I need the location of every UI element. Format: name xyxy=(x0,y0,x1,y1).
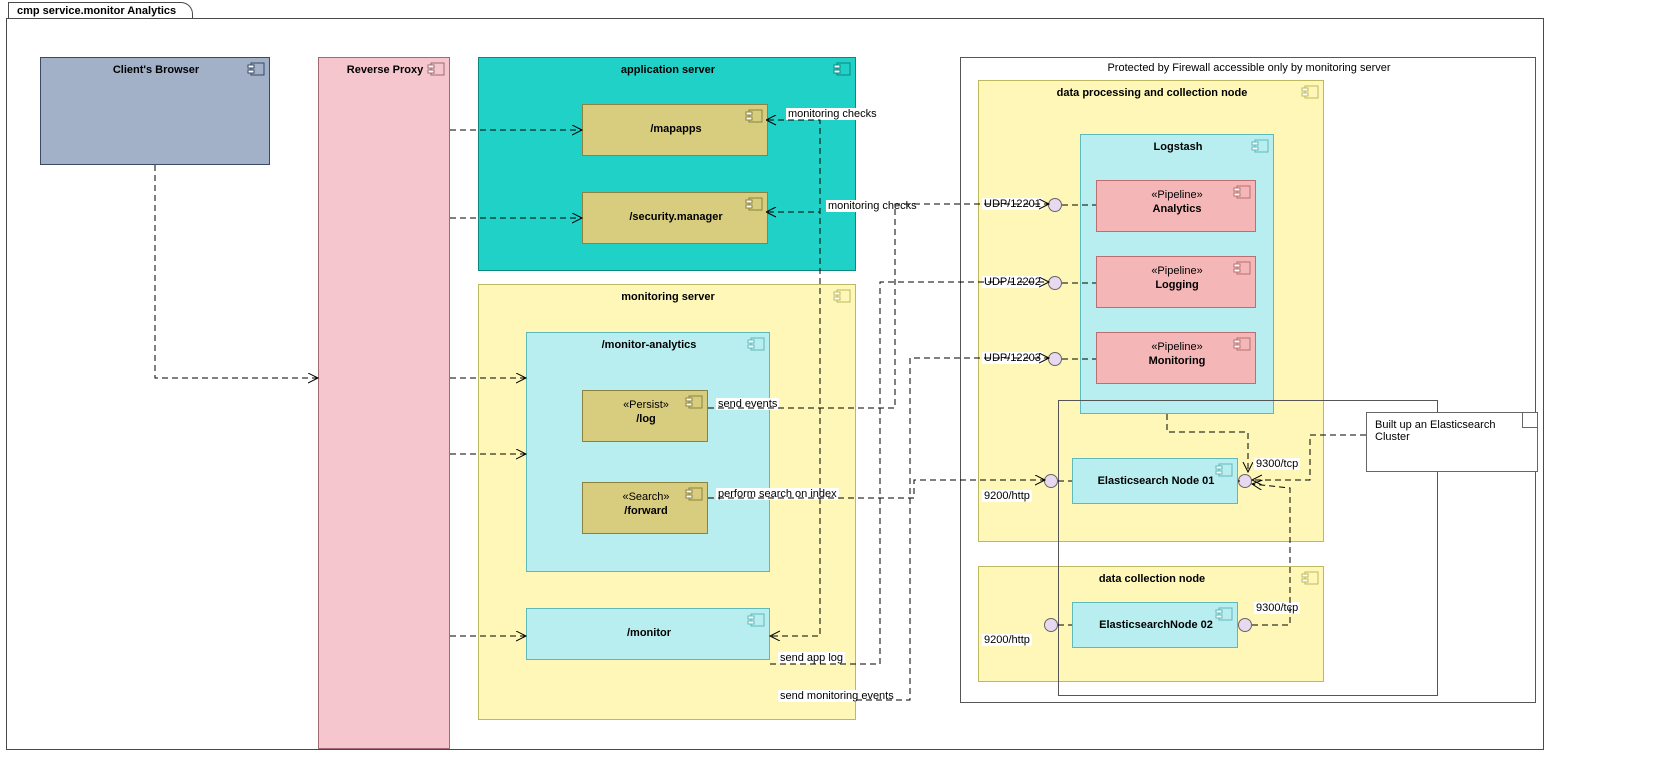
edge-label-monchk1: monitoring checks xyxy=(786,108,879,120)
port-es2_left xyxy=(1044,618,1058,632)
component-forward: «Search»/forward xyxy=(582,482,708,534)
port-label-p12202: UDP/12202 xyxy=(982,276,1043,288)
component-pl_monitoring: «Pipeline»Monitoring xyxy=(1096,332,1256,384)
port-label-p12201: UDP/12201 xyxy=(982,198,1043,210)
port-label-es2_left: 9200/http xyxy=(982,634,1032,646)
port-p12202 xyxy=(1048,276,1062,290)
component-log: «Persist»/log xyxy=(582,390,708,442)
edge-label-sendmonevents: send monitoring events xyxy=(778,690,896,702)
port-p12203 xyxy=(1048,352,1062,366)
diagram-title-tab: cmp service.monitor Analytics xyxy=(8,2,193,19)
port-label-es1_left: 9200/http xyxy=(982,490,1032,502)
component-secmgr: /security.manager xyxy=(582,192,768,244)
component-proxy: Reverse Proxy xyxy=(318,57,450,749)
port-label-es1_right: 9300/tcp xyxy=(1254,458,1300,470)
component-monitor: /monitor xyxy=(526,608,770,660)
edge-label-monchk2: monitoring checks xyxy=(826,200,919,212)
component-pl_analytics: «Pipeline»Analytics xyxy=(1096,180,1256,232)
component-pl_logging: «Pipeline»Logging xyxy=(1096,256,1256,308)
port-label-es2_right: 9300/tcp xyxy=(1254,602,1300,614)
edge-label-search: perform search on index xyxy=(716,488,839,500)
port-p12201 xyxy=(1048,198,1062,212)
component-mapapps: /mapapps xyxy=(582,104,768,156)
edge-label-sendapplog: send app log xyxy=(778,652,845,664)
port-label-p12203: UDP/12203 xyxy=(982,352,1043,364)
port-es1_left xyxy=(1044,474,1058,488)
component-monanalytics: /monitor-analytics xyxy=(526,332,770,572)
edge-label-sendevents: send events xyxy=(716,398,779,410)
port-es1_right xyxy=(1238,474,1252,488)
note-cluster: Built up an Elasticsearch Cluster xyxy=(1366,412,1538,472)
component-browser: Client's Browser xyxy=(40,57,270,165)
port-es2_right xyxy=(1238,618,1252,632)
